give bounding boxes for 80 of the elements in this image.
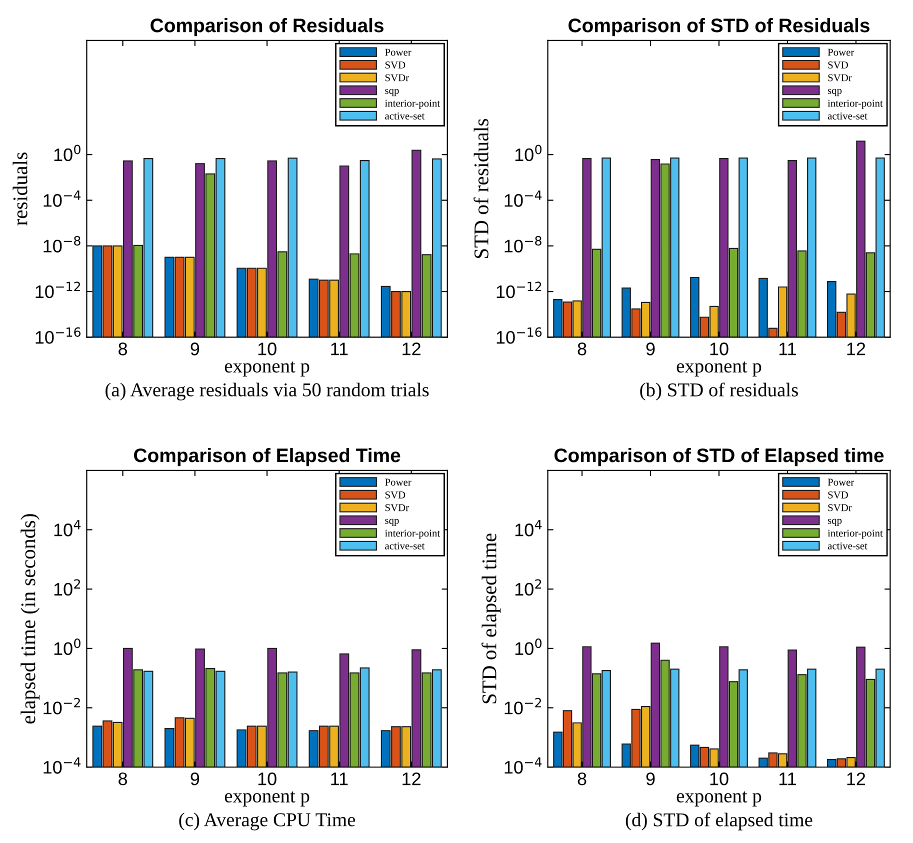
chart-title: Comparison of Residuals [150,18,384,36]
x-tick-label: 8 [578,772,586,786]
legend-label: interior-point [828,100,883,109]
x-tick-label: 10 [258,342,276,356]
legend-label: SVD [385,62,406,69]
x-tick-label: 8 [578,342,586,356]
x-axis-title: exponent p [676,791,762,806]
y-tick-label: 10$^{−4}$ [504,190,542,207]
y-tick-label: 10$^{−4}$ [504,757,542,774]
legend-label: interior-point [384,100,440,109]
x-axis-title: exponent p [676,361,762,377]
x-tick-label: 12 [847,772,866,786]
y-tick-label: 10$^{2}$ [54,579,80,596]
x-tick-label: 9 [190,342,200,356]
text: (a) Average residuals via 50 random trials [106,382,429,400]
legend-label: SVDr [828,504,852,512]
y-tick-label: 10$^{0}$ [515,638,542,656]
x-tick-label: 11 [779,342,796,356]
y-axis-title: elapsed time (in seconds) [20,514,40,724]
legend-label: SVDr [385,504,409,512]
text: (d) STD of elapsed time [626,812,812,830]
y-axis-title: residuals [12,152,28,226]
y-tick-label: 10$^{4}$ [54,520,81,536]
x-tick-label: 10 [710,342,728,356]
legend-label: Power [828,48,854,56]
legend-label: active-set [828,542,868,550]
x-tick-label: 12 [847,342,866,356]
legend-label: active-set [828,112,868,120]
text: (b) STD of residuals [640,382,798,400]
x-tick-label: 11 [331,342,348,356]
legend-label: SVD [828,62,848,69]
y-axis-title: STD of elapsed time [482,534,501,704]
x-tick-label: 11 [331,772,348,786]
y-tick-label: 10$^{−12}$ [36,282,80,298]
legend-label: Power [828,478,854,486]
x-tick-label: 9 [190,772,200,786]
chart-title: Comparison of STD of Elapsed time [554,448,884,466]
legend-label: Power [385,48,412,56]
text: (c) Average CPU Time [179,812,356,830]
y-tick-label: 10$^{0}$ [54,638,80,656]
y-tick-label: 10$^{−2}$ [504,698,542,714]
legend-label: SVD [385,491,406,498]
x-tick-label: 10 [710,772,728,786]
legend-label: sqp [385,518,399,526]
legend-label: sqp [828,518,842,526]
x-tick-label: 9 [646,342,655,356]
chart-title: Comparison of STD of Residuals [568,18,870,36]
x-tick-label: 9 [646,772,655,786]
y-tick-label: 10$^{−16}$ [36,327,81,344]
y-tick-label: 10$^{−4}$ [44,190,81,207]
x-tick-label: 8 [118,342,128,356]
chart-title: Comparison of Elapsed Time [134,448,400,466]
x-axis-title: exponent p [224,791,310,806]
legend-label: sqp [828,88,842,96]
y-tick-label: 10$^{0}$ [515,144,542,162]
x-axis-title: exponent p [224,361,310,377]
legend-label: Power [385,478,412,486]
x-tick-label: 11 [779,772,796,786]
y-tick-label: 10$^{4}$ [515,520,542,536]
y-tick-label: 10$^{2}$ [515,579,542,596]
legend-label: interior-point [828,530,883,539]
y-tick-label: 10$^{−4}$ [44,757,81,774]
x-tick-label: 12 [402,772,420,786]
legend-label: SVDr [828,74,852,82]
y-tick-label: 10$^{0}$ [54,144,80,162]
legend-label: active-set [385,542,425,550]
legend-label: active-set [385,112,425,120]
y-tick-label: 10$^{−8}$ [504,236,542,252]
y-tick-label: 10$^{−2}$ [44,698,80,714]
legend-label: interior-point [384,530,440,539]
legend-label: SVDr [385,74,409,82]
x-tick-label: 8 [118,772,128,786]
x-tick-label: 12 [402,342,420,356]
legend-label: SVD [828,491,848,498]
x-tick-label: 10 [258,772,276,786]
y-tick-label: 10$^{−16}$ [496,327,542,344]
legend-label: sqp [385,88,399,96]
y-axis-title: STD of residuals [474,118,488,258]
y-tick-label: 10$^{−12}$ [496,282,542,298]
y-tick-label: 10$^{−8}$ [44,236,80,252]
